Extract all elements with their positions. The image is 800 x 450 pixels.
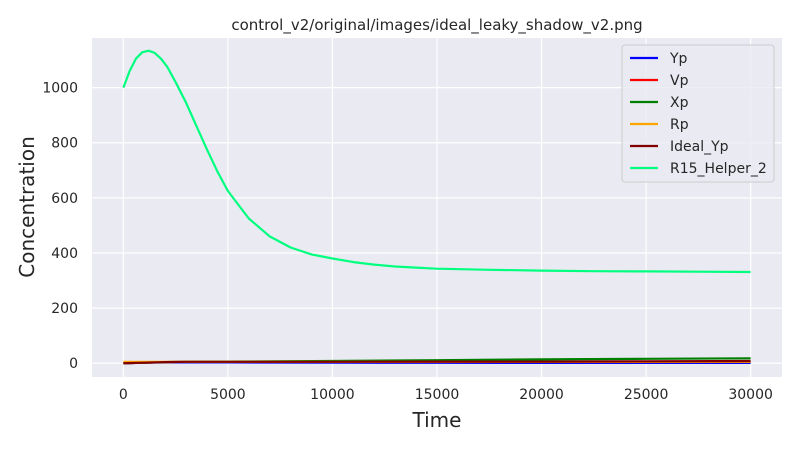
y-tick-label: 0 bbox=[69, 356, 78, 372]
legend-box bbox=[621, 44, 775, 183]
legend-label: Rp bbox=[670, 117, 689, 133]
x-axis-title: Time bbox=[412, 408, 462, 432]
series-lines bbox=[122, 49, 751, 365]
legend-label: R15_Helper_2 bbox=[670, 161, 767, 177]
series-line-r15-helper-2 bbox=[122, 49, 751, 274]
x-tick-label: 25000 bbox=[624, 387, 669, 403]
y-tick-label: 600 bbox=[51, 191, 78, 207]
y-tick-label: 1000 bbox=[42, 81, 78, 97]
x-tick-label: 0 bbox=[119, 387, 128, 403]
x-tick-labels: 0 5000 10000 15000 20000 25000 30000 bbox=[119, 387, 773, 403]
legend-label: Xp bbox=[670, 95, 689, 111]
y-tick-label: 400 bbox=[51, 246, 78, 262]
x-tick-label: 15000 bbox=[415, 387, 460, 403]
legend: Yp Vp Xp Rp Ideal_Yp R15_Helper_2 bbox=[621, 44, 775, 183]
series-line-ideal-yp bbox=[123, 359, 751, 365]
y-tick-label: 800 bbox=[51, 136, 78, 152]
x-tick-label: 10000 bbox=[310, 387, 355, 403]
x-tick-label: 5000 bbox=[210, 387, 246, 403]
y-axis-title: Concentration bbox=[15, 136, 39, 277]
y-tick-labels: 0 200 400 600 800 1000 bbox=[42, 81, 78, 373]
y-tick-label: 200 bbox=[51, 301, 78, 317]
x-tick-label: 20000 bbox=[519, 387, 564, 403]
legend-label: Yp bbox=[669, 51, 688, 67]
chart-title: control_v2/original/images/ideal_leaky_s… bbox=[231, 16, 642, 35]
legend-label: Vp bbox=[670, 73, 689, 89]
legend-label: Ideal_Yp bbox=[670, 139, 729, 155]
x-tick-label: 30000 bbox=[728, 387, 773, 403]
